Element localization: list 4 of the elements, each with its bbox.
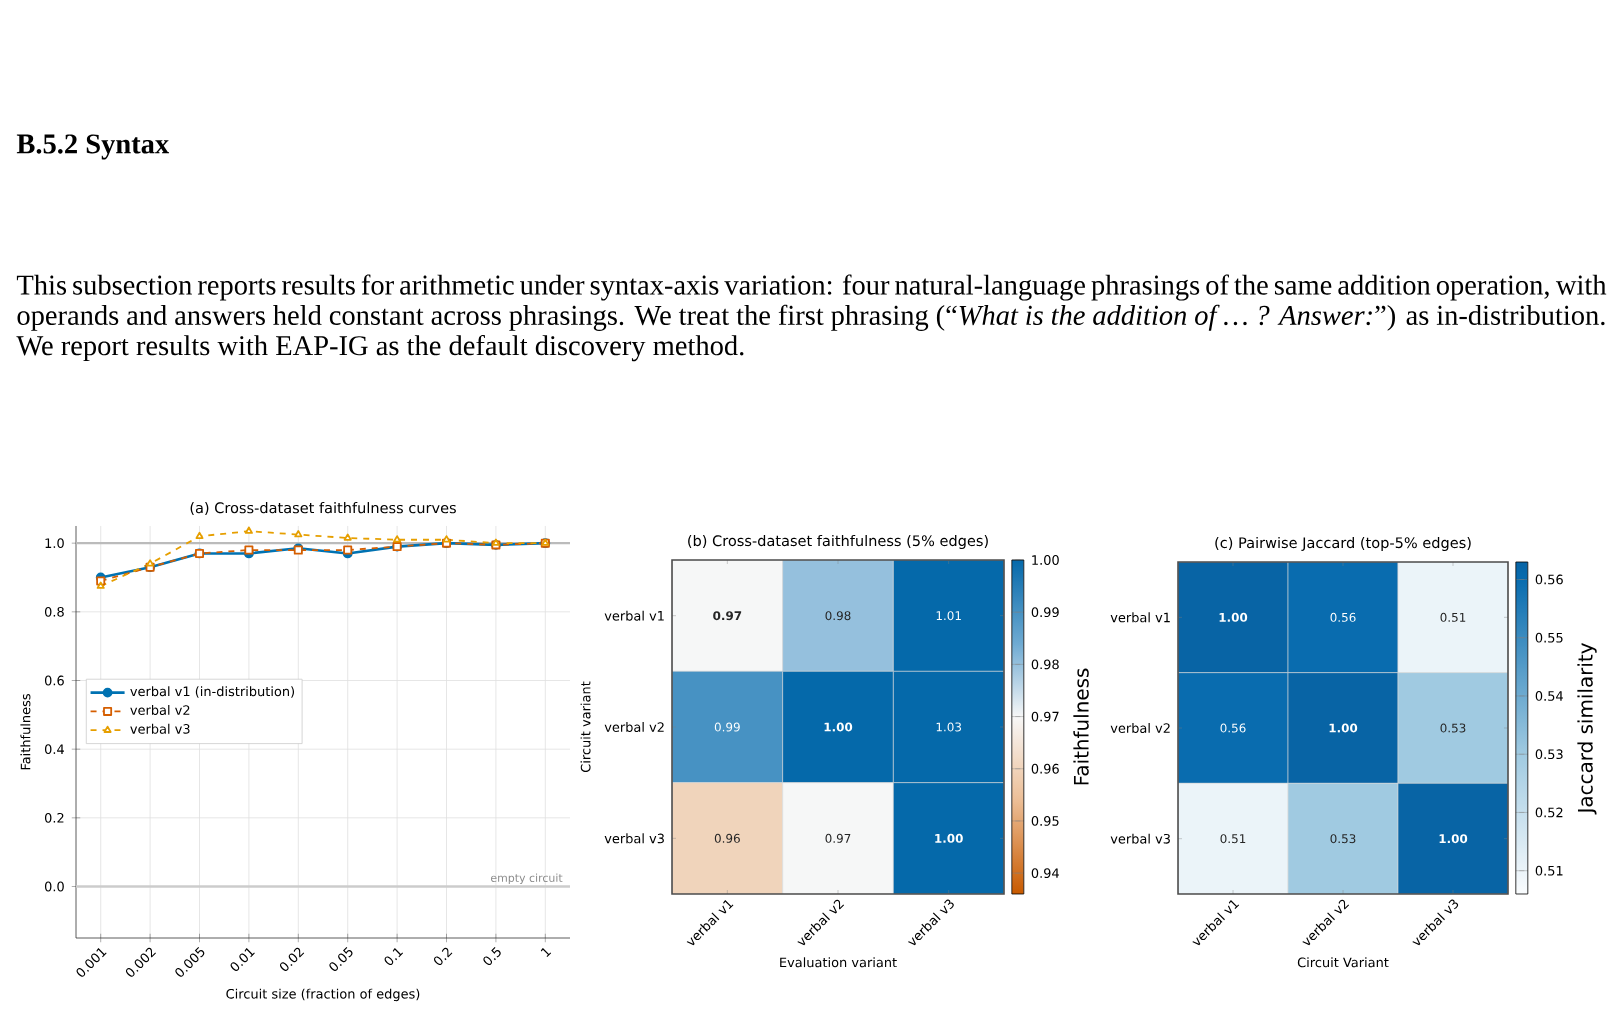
text: B.5.2 Syntax bbox=[16, 134, 170, 160]
color-bar-title: Jaccard similarity bbox=[1577, 643, 1597, 815]
color-bar-title: Faithfulness bbox=[1073, 668, 1089, 785]
text: This subsection reports results for arithmetic under syntax-axis variation: four natural-language phrasings of the same addition operation, with operands and answers held constant across phrasings. We treat the first phrasing (“What is the addition of … ? Answer:”) as in-distribution. We report results with EAP-IG as the default discovery method. bbox=[16, 274, 1607, 362]
